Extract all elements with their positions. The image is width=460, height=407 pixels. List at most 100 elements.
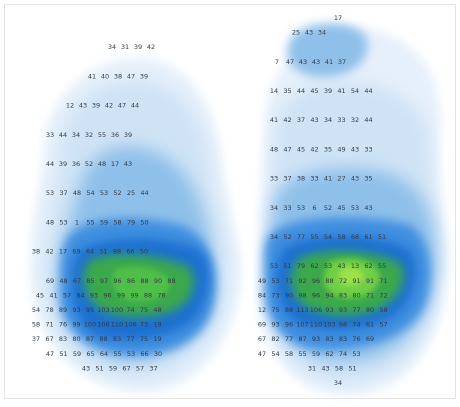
pressure-value: 74 [339, 350, 347, 358]
pressure-value: 34 [318, 29, 326, 37]
pressure-value: 82 [271, 335, 279, 343]
pressure-value: 76 [59, 321, 67, 329]
pressure-value: 48 [153, 306, 161, 314]
pressure-value: 98 [298, 291, 306, 299]
pressure-value: 53 [270, 262, 278, 270]
left-foot-peak [112, 266, 171, 302]
pressure-value: 37 [283, 175, 291, 183]
pressure-value: 34 [270, 233, 278, 241]
pressure-value: 33 [283, 204, 291, 212]
pressure-value: 93 [339, 306, 347, 314]
pressure-value: 58 [335, 364, 343, 372]
pressure-value: 51 [59, 350, 67, 358]
pressure-value: 47 [283, 145, 291, 153]
pressure-value: 43 [364, 204, 372, 212]
pressure-value: 32 [85, 131, 93, 139]
pressure-value: 100 [111, 306, 123, 314]
pressure-value: 91 [352, 277, 360, 285]
pressure-value: 110 [111, 321, 123, 329]
pressure-value: 57 [136, 364, 144, 372]
pressure-value: 43 [305, 29, 313, 37]
pressure-value: 34 [270, 204, 278, 212]
pressure-value: 37 [149, 364, 157, 372]
pressure-value: 110 [310, 321, 322, 329]
pressure-value: 90 [154, 277, 162, 285]
pressure-value: 80 [366, 306, 374, 314]
pressure-value: 88 [113, 248, 121, 256]
pressure-value: 44 [46, 160, 54, 168]
pressure-value: 55 [113, 350, 121, 358]
pressure-value: 47 [286, 58, 294, 66]
pressure-value: 58 [32, 321, 40, 329]
pressure-value: 50 [140, 218, 148, 226]
pressure-value: 32 [351, 116, 359, 124]
pressure-value: 19 [153, 321, 161, 329]
pressure-value: 83 [59, 335, 67, 343]
pressure-value: 54 [351, 87, 359, 95]
pressure-value: 68 [351, 233, 359, 241]
pressure-value: 64 [100, 350, 108, 358]
pressure-value: 42 [310, 145, 318, 153]
pressure-value: 47 [46, 350, 54, 358]
pressure-value: 53 [324, 262, 332, 270]
pressure-value: 59 [100, 218, 108, 226]
pressure-value: 92 [298, 277, 306, 285]
pressure-value: 48 [73, 189, 81, 197]
pressure-value: 43 [310, 116, 318, 124]
pressure-value: 94 [325, 291, 333, 299]
pressure-value: 30 [154, 350, 162, 358]
pressure-value: 47 [118, 102, 126, 110]
pressure-value: 17 [334, 14, 342, 22]
pressure-value: 57 [63, 291, 71, 299]
pressure-value: 96 [103, 291, 111, 299]
pressure-value: 53 [352, 350, 360, 358]
pressure-value: 55 [86, 218, 94, 226]
pressure-regions [30, 23, 446, 396]
pressure-value: 34 [108, 43, 116, 51]
pressure-value: 98 [339, 321, 347, 329]
pressure-value: 41 [88, 72, 96, 80]
pressure-value: 75 [271, 306, 279, 314]
pressure-value: 83 [113, 335, 121, 343]
pressure-value: 43 [299, 58, 307, 66]
pressure-value: 44 [59, 131, 67, 139]
pressure-value: 41 [49, 291, 57, 299]
pressure-value: 7 [275, 58, 279, 66]
pressure-value: 93 [271, 321, 279, 329]
pressure-value: 113 [296, 306, 308, 314]
pressure-value: 41 [325, 58, 333, 66]
pressure-value: 103 [323, 321, 335, 329]
pressure-value: 51 [283, 262, 291, 270]
pressure-value: 67 [122, 364, 130, 372]
pressure-value: 25 [127, 189, 135, 197]
pressure-value: 87 [86, 335, 94, 343]
pressure-value: 17 [59, 248, 67, 256]
pressure-value: 53 [271, 277, 279, 285]
pressure-value: 52 [85, 160, 93, 168]
pressure-value: 45 [297, 145, 305, 153]
pressure-value: 106 [97, 321, 109, 329]
pressure-value: 35 [324, 145, 332, 153]
pressure-value: 62 [310, 262, 318, 270]
pressure-value: 34 [72, 131, 80, 139]
pressure-value: 39 [59, 160, 67, 168]
pressure-value: 61 [364, 233, 372, 241]
pressure-value: 53 [127, 350, 135, 358]
pressure-value: 35 [364, 175, 372, 183]
pressure-value: 25 [292, 29, 300, 37]
pressure-value: 36 [72, 160, 80, 168]
pressure-value: 38 [114, 72, 122, 80]
pressure-value: 58 [285, 350, 293, 358]
pressure-value: 96 [285, 321, 293, 329]
pressure-value: 41 [337, 87, 345, 95]
pressure-value: 87 [298, 335, 306, 343]
pressure-value: 55 [98, 131, 106, 139]
pressure-value: 67 [73, 277, 81, 285]
pressure-value: 55 [378, 262, 386, 270]
pressure-value: 88 [325, 277, 333, 285]
pressure-value: 43 [124, 160, 132, 168]
pressure-value: 79 [297, 262, 305, 270]
right-foot-hotspot [339, 266, 364, 286]
pressure-value: 61 [366, 321, 374, 329]
pressure-value: 58 [113, 218, 121, 226]
